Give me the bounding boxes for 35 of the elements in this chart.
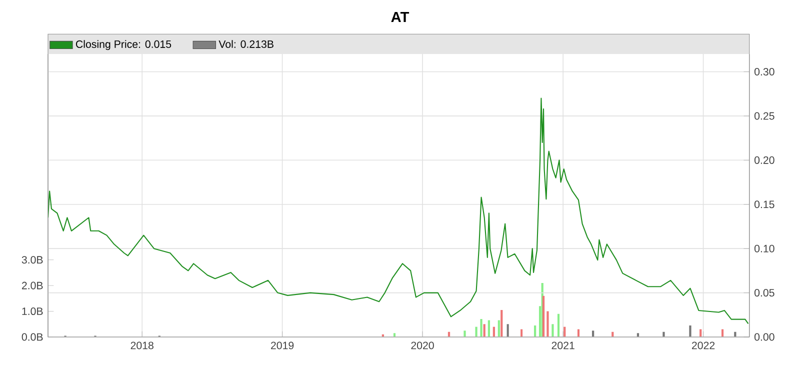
line-series <box>48 98 749 324</box>
y-tick-label: 0.30 <box>754 68 774 76</box>
chart-title: AT <box>391 12 410 22</box>
y2-tick-label: 0.0B <box>22 333 43 341</box>
y-tick-label: 0.15 <box>754 200 774 208</box>
x-tick-label: 2021 <box>552 342 574 350</box>
bar <box>557 314 560 337</box>
y2-tick-label: 1.0B <box>22 308 43 316</box>
x-tick-label: 2020 <box>411 342 434 350</box>
y-tick-label: 0.00 <box>754 333 774 341</box>
y-tick-label: 0.25 <box>754 112 774 120</box>
y2-tick-label: 3.0B <box>22 256 43 264</box>
bar <box>662 332 665 337</box>
x-tick-label: 2019 <box>271 342 294 350</box>
bar <box>498 320 500 337</box>
bar <box>689 325 692 337</box>
bar <box>552 324 554 337</box>
legend-label: Closing Price: 0.015 <box>76 40 172 50</box>
bar <box>464 330 466 337</box>
bar <box>506 324 509 337</box>
y2-tick-label: 2.0B <box>22 282 43 290</box>
bar <box>488 320 490 337</box>
x-tick-label: 2022 <box>692 342 715 350</box>
y-tick-label: 0.10 <box>754 244 774 252</box>
y-tick-label: 0.05 <box>754 289 774 297</box>
bar <box>500 310 503 337</box>
bar <box>480 318 482 337</box>
y-tick-label: 0.20 <box>754 156 774 164</box>
x-tick-label: 2018 <box>130 342 154 350</box>
bar <box>546 311 549 337</box>
legend-label: Vol: 0.213B <box>218 40 274 48</box>
bar <box>483 324 486 337</box>
bar <box>542 296 545 337</box>
bar <box>534 325 536 337</box>
bar <box>475 326 478 337</box>
